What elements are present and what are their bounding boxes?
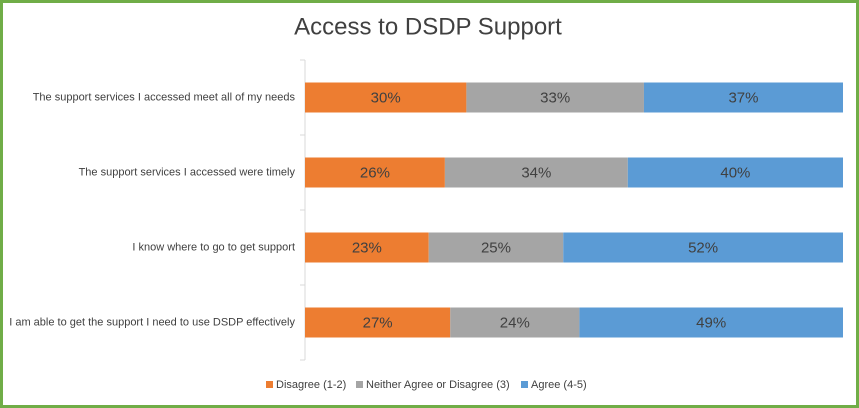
data-label: 27% — [363, 314, 393, 331]
bar-segment — [579, 307, 843, 338]
data-label: 24% — [500, 314, 530, 331]
category-label: I am able to get the support I need to u… — [9, 316, 295, 328]
category-label: I know where to go to get support — [132, 241, 295, 253]
bar-segment — [643, 82, 843, 113]
chart-title: Access to DSDP Support — [294, 13, 562, 40]
data-label: 40% — [720, 164, 750, 181]
bar-segment — [305, 232, 429, 263]
bar-segment — [466, 82, 644, 113]
legend-label: Disagree (1-2) — [276, 379, 346, 391]
category-label: The support services I accessed were tim… — [79, 166, 296, 178]
legend-swatch — [521, 381, 528, 388]
legend-swatch — [266, 381, 273, 388]
data-label: 30% — [371, 89, 401, 106]
data-label: 33% — [540, 89, 570, 106]
bar-segment — [444, 157, 628, 188]
legend-label: Neither Agree or Disagree (3) — [366, 379, 510, 391]
bar-segment — [627, 157, 843, 188]
bar-segment — [450, 307, 580, 338]
data-label: 34% — [521, 164, 551, 181]
bar-segment — [305, 82, 467, 113]
data-label: 49% — [696, 314, 726, 331]
bar-segment — [305, 307, 451, 338]
data-label: 52% — [688, 239, 718, 256]
category-label: The support services I accessed meet all… — [33, 91, 296, 103]
data-label: 23% — [352, 239, 382, 256]
bar-segment — [305, 157, 445, 188]
bar-segment — [428, 232, 564, 263]
legend-swatch — [356, 381, 363, 388]
data-label: 25% — [481, 239, 511, 256]
data-label: 26% — [360, 164, 390, 181]
bar-segment — [563, 232, 843, 263]
legend-label: Agree (4-5) — [531, 379, 587, 391]
data-label: 37% — [728, 89, 758, 106]
